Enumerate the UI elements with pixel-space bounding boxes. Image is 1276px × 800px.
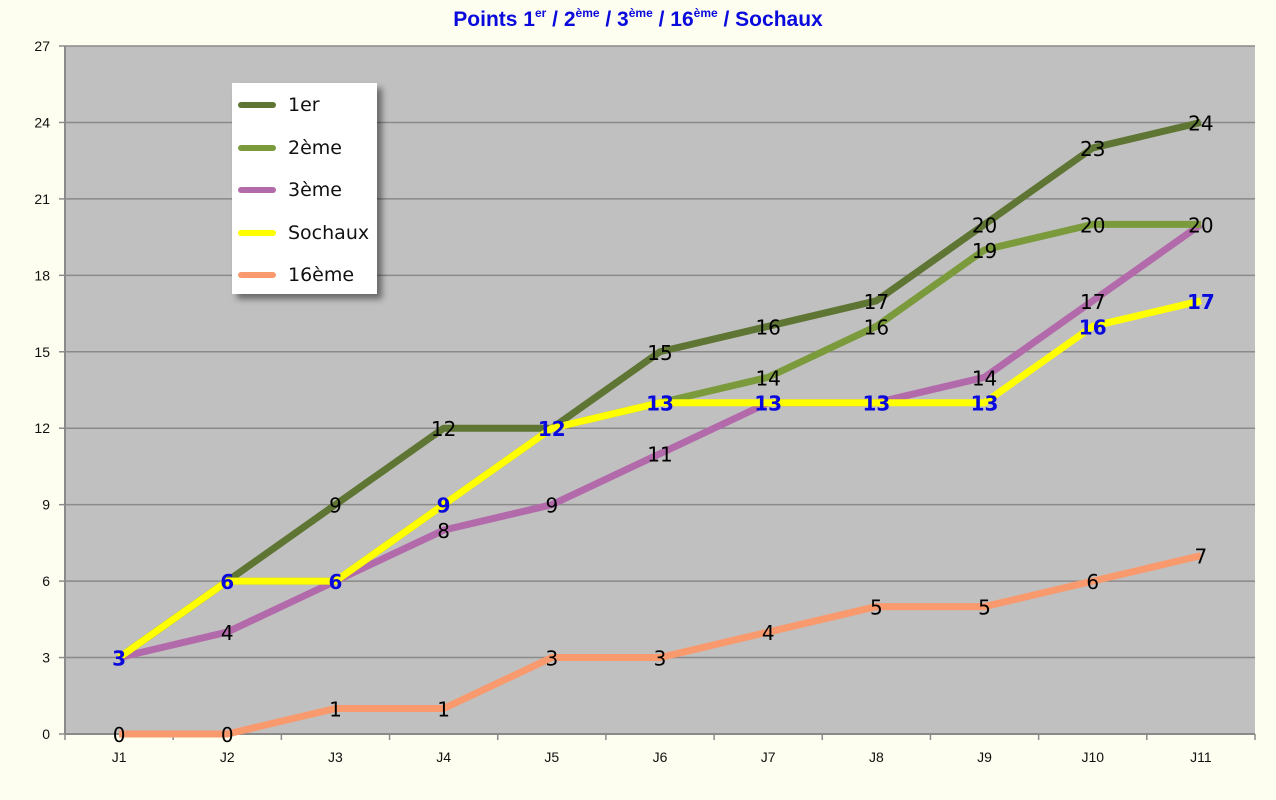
data-label: 24 — [1188, 111, 1213, 135]
series-line-3ème — [118, 221, 1203, 661]
x-tick-label: J6 — [653, 749, 668, 765]
data-label: 11 — [647, 443, 672, 467]
data-label: 13 — [862, 392, 890, 416]
data-label: 14 — [755, 366, 780, 390]
data-label: 0 — [113, 723, 126, 747]
legend-swatch — [238, 229, 276, 236]
data-label: 12 — [431, 417, 456, 441]
data-label: 9 — [545, 494, 558, 518]
data-label: 3 — [545, 647, 558, 671]
legend-label: 3ème — [288, 179, 342, 201]
legend-item: 1er — [238, 90, 320, 120]
legend-label: 1er — [288, 94, 320, 116]
data-label: 13 — [754, 392, 782, 416]
title-superscript: ème — [693, 6, 718, 20]
data-label: 13 — [646, 392, 674, 416]
data-label: 6 — [220, 570, 234, 594]
data-label: 16 — [864, 315, 889, 339]
chart-title: Points 1er / 2ème / 3ème / 16ème / Socha… — [0, 6, 1276, 32]
data-label: 23 — [1080, 137, 1105, 161]
data-label: 16 — [755, 315, 780, 339]
data-label: 9 — [437, 494, 451, 518]
legend-swatch — [238, 272, 276, 278]
data-label: 15 — [647, 341, 672, 365]
data-label: 5 — [978, 596, 991, 620]
data-label: 19 — [972, 239, 997, 263]
series-line-1er — [117, 119, 1202, 661]
x-tick-label: J8 — [869, 749, 884, 765]
data-label: 0 — [221, 723, 234, 747]
series-line-16ème — [119, 552, 1202, 738]
data-label: 12 — [538, 417, 566, 441]
legend-swatch — [238, 102, 276, 108]
y-tick-label: 3 — [42, 650, 50, 666]
data-label: 14 — [972, 366, 997, 390]
legend-swatch — [238, 144, 276, 151]
y-tick-label: 15 — [34, 344, 50, 360]
y-tick-label: 27 — [34, 38, 50, 54]
x-tick-label: J4 — [436, 749, 451, 765]
y-tick-label: 12 — [34, 420, 50, 436]
data-label: 20 — [972, 213, 997, 237]
y-tick-label: 0 — [42, 726, 50, 742]
legend-label: 16ème — [288, 264, 355, 286]
y-tick-label: 21 — [34, 191, 50, 207]
data-label: 1 — [329, 698, 342, 722]
y-tick-label: 24 — [34, 114, 50, 130]
data-label: 8 — [437, 519, 450, 543]
data-label: 6 — [1086, 570, 1099, 594]
x-tick-label: J11 — [1190, 749, 1212, 765]
data-label: 17 — [1187, 290, 1215, 314]
x-tick-label: J2 — [220, 749, 235, 765]
series-line-Sochaux — [117, 297, 1202, 661]
title-superscript: ème — [628, 6, 653, 20]
title-superscript: er — [534, 6, 547, 20]
data-label: 13 — [971, 392, 999, 416]
legend-item: Sochaux — [238, 218, 369, 248]
x-tick-label: J3 — [328, 749, 343, 765]
data-label: 4 — [221, 621, 234, 645]
legend-item: 2ème — [238, 133, 342, 163]
data-label: 7 — [1195, 545, 1208, 569]
x-tick-label: J5 — [544, 749, 559, 765]
y-tick-label: 9 — [42, 497, 50, 513]
x-tick-label: J7 — [761, 749, 776, 765]
data-label: 4 — [762, 621, 775, 645]
y-tick-label: 18 — [34, 267, 50, 283]
data-label: 6 — [328, 570, 342, 594]
x-tick-label: J1 — [112, 749, 127, 765]
series-lines — [117, 119, 1203, 738]
legend: 1er 2ème 3ème Sochaux 16ème — [232, 83, 377, 294]
data-label: 1 — [437, 698, 450, 722]
x-tick-label: J9 — [977, 749, 992, 765]
data-label: 20 — [1188, 213, 1213, 237]
title-part: / 2 — [546, 8, 576, 31]
title-part: / 16 — [652, 8, 694, 31]
data-label: 3 — [654, 647, 667, 671]
title-part: / Sochaux — [717, 8, 823, 31]
data-label: 9 — [329, 494, 342, 518]
title-superscript: ème — [575, 6, 600, 20]
legend-label: 2ème — [288, 136, 342, 159]
data-label: 5 — [870, 596, 883, 620]
x-tick-label: J10 — [1081, 749, 1104, 765]
data-label: 17 — [864, 290, 889, 314]
legend-item: 16ème — [238, 260, 354, 290]
data-label: 16 — [1079, 315, 1107, 339]
data-label: 20 — [1080, 213, 1105, 237]
title-part: Points 1 — [453, 8, 535, 31]
legend-swatch — [238, 187, 276, 193]
data-label: 3 — [112, 647, 126, 671]
data-label: 17 — [1080, 290, 1105, 314]
title-part: / 3 — [599, 8, 629, 31]
y-tick-label: 6 — [42, 573, 50, 589]
legend-item: 3ème — [238, 175, 342, 205]
legend-label: Sochaux — [288, 221, 370, 244]
